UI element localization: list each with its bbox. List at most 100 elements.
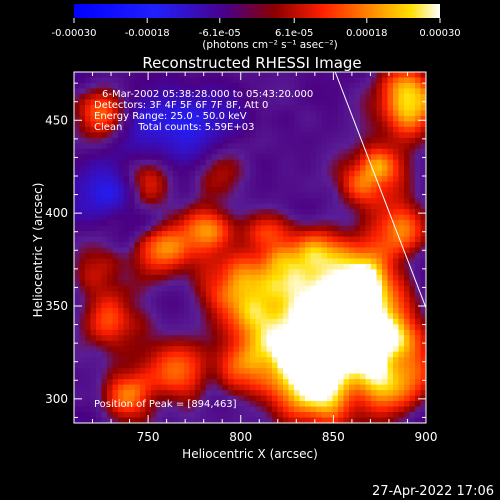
heatmap-cell [310,121,317,128]
heatmap-cell [123,143,130,150]
heatmap-cell [371,324,378,331]
heatmap-cell [173,357,180,364]
heatmap-cell [420,302,426,309]
heatmap-cell [316,236,323,243]
heatmap-cell [382,329,389,336]
heatmap-cell [129,368,136,375]
heatmap-cell [233,357,240,364]
heatmap-cell [85,247,92,254]
heatmap-cell [239,214,246,221]
heatmap-cell [156,280,163,287]
heatmap-cell [382,417,389,423]
heatmap-cell [244,231,251,238]
heatmap-cell [420,263,426,271]
heatmap-cell [332,379,339,386]
heatmap-cell [354,110,361,117]
heatmap-cell [129,236,136,243]
heatmap-cell [244,269,251,276]
heatmap-cell [206,252,213,260]
heatmap-cell [266,395,273,402]
heatmap-cell [189,252,196,260]
heatmap-cell [255,93,262,101]
heatmap-cell [310,263,317,271]
heatmap-cell [404,198,411,205]
heatmap-cell [393,176,400,183]
heatmap-cell [79,384,86,391]
heatmap-cell [129,351,136,358]
heatmap-cell [244,280,251,287]
heatmap-cell [189,296,196,303]
heatmap-cell [173,269,180,276]
heatmap-cell [349,313,356,320]
heatmap-cells [74,72,426,423]
heatmap-cell [266,148,273,155]
heatmap-cell [145,351,152,358]
heatmap-cell [90,82,97,90]
heatmap-cell [173,148,180,155]
heatmap-cell [162,318,169,325]
heatmap-cell [156,313,163,320]
heatmap-cell [79,379,86,386]
heatmap-cell [189,137,196,144]
heatmap-cell [101,93,108,101]
heatmap-cell [228,307,235,314]
heatmap-cell [376,192,383,199]
heatmap-cell [96,110,103,117]
heatmap-cell [277,417,284,423]
heatmap-cell [211,137,218,144]
heatmap-cell [398,148,405,155]
heatmap-cell [90,390,97,397]
heatmap-cell [189,417,196,423]
heatmap-cell [376,77,383,84]
heatmap-cell [294,280,301,287]
heatmap-cell [310,242,317,249]
heatmap-cell [327,88,334,95]
heatmap-cell [167,115,174,122]
heatmap-cell [376,203,383,210]
heatmap-cell [354,187,361,194]
heatmap-cell [228,379,235,386]
heatmap-cell [338,324,345,331]
heatmap-cell [96,280,103,287]
heatmap-cell [101,181,108,188]
heatmap-cell [222,220,229,227]
heatmap-cell [156,236,163,243]
heatmap-cell [140,192,147,199]
heatmap-cell [266,203,273,210]
heatmap-cell [382,82,389,90]
heatmap-cell [96,165,103,172]
heatmap-cell [222,159,229,166]
heatmap-cell [299,88,306,95]
heatmap-cell [244,307,251,314]
heatmap-cell [387,335,394,342]
heatmap-cell [101,247,108,254]
heatmap-cell [112,351,119,358]
heatmap-cell [261,406,268,413]
heatmap-cell [283,346,290,353]
heatmap-cell [233,154,240,161]
heatmap-cell [173,406,180,413]
heatmap-cell [244,247,251,254]
heatmap-cell [360,132,367,139]
heatmap-cell [288,406,295,413]
heatmap-cell [255,313,262,320]
heatmap-cell [343,247,350,254]
heatmap-cell [239,357,246,364]
heatmap-cell [283,324,290,331]
heatmap-cell [283,269,290,276]
heatmap-cell [283,412,290,419]
heatmap-cell [277,335,284,342]
heatmap-cell [371,280,378,287]
heatmap-cell [134,379,141,386]
heatmap-cell [140,412,147,419]
heatmap-cell [321,340,328,347]
heatmap-cell [118,115,125,122]
heatmap-cell [288,88,295,95]
heatmap-cell [299,72,306,79]
heatmap-cell [244,170,251,177]
heatmap-cell [299,401,306,408]
heatmap-cell [310,143,317,150]
heatmap-cell [90,203,97,210]
heatmap-cell [420,187,426,194]
heatmap-cell [79,77,86,84]
